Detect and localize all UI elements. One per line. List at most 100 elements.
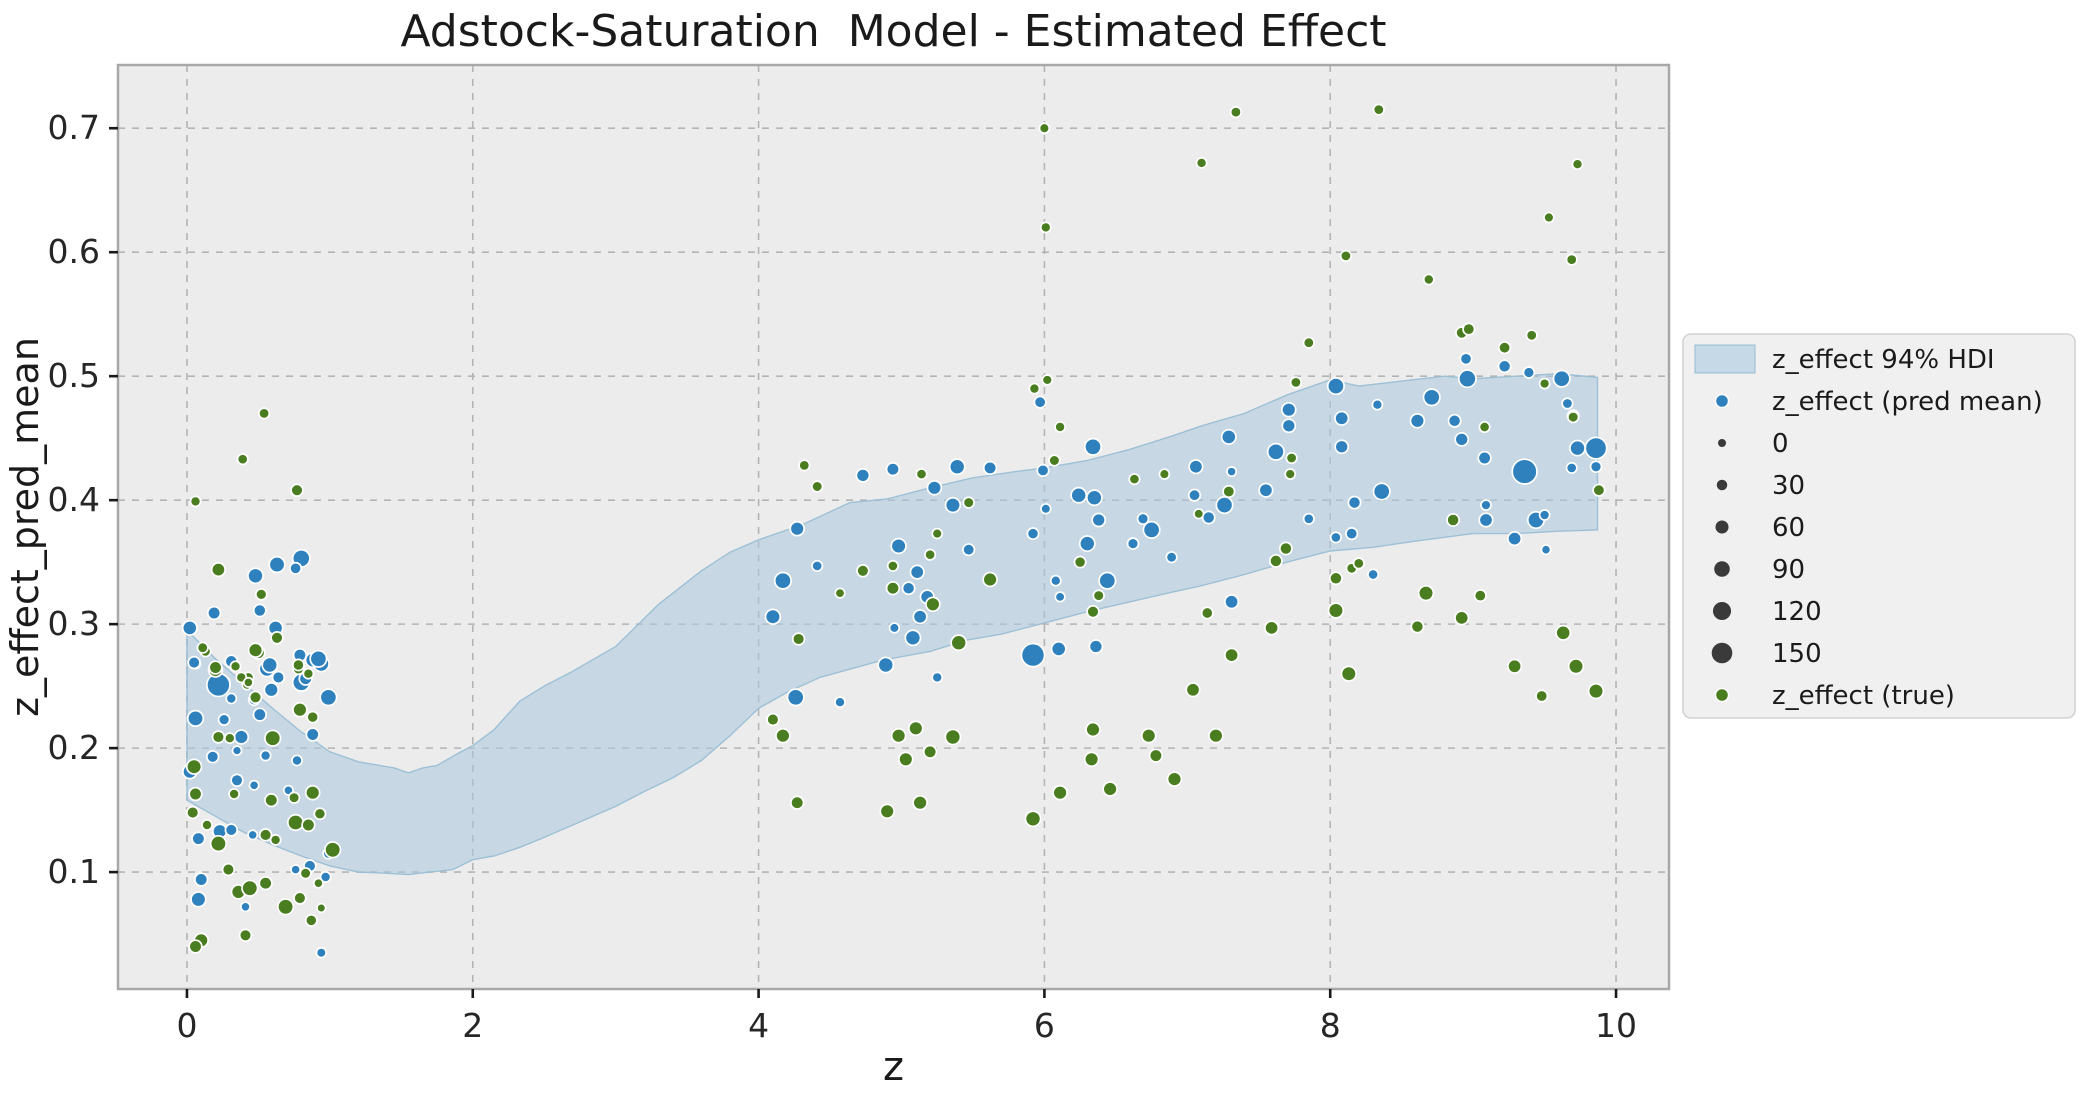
scatter-point [230,773,244,788]
scatter-point [1329,531,1342,544]
scatter-point [786,688,805,707]
scatter-point [225,692,238,705]
scatter-point [261,656,279,674]
scatter-point [309,649,328,668]
scatter-point [1285,451,1298,465]
scatter-point [276,898,295,916]
scatter-point [890,537,907,555]
scatter-point [270,631,284,645]
scatter-point [315,947,327,959]
scatter-point [789,520,805,537]
scatter-point [1128,473,1141,486]
scatter-point [1083,437,1103,456]
scatter-point [1024,810,1042,828]
scatter-point [1459,352,1473,366]
scatter-point [1020,642,1046,668]
scatter-point [1215,496,1234,515]
scatter-point [1052,784,1068,801]
scatter-point [856,564,870,578]
scatter-point [1352,557,1365,570]
scatter-point [1409,413,1426,429]
scatter-point [1088,639,1104,654]
scatter-point [258,828,273,842]
scatter-point [1136,512,1150,526]
scatter-point [962,496,975,509]
legend-item-label: 90 [1772,555,1805,585]
scatter-point [211,730,226,744]
scatter-point [238,928,253,943]
scatter-point [1148,748,1164,763]
scatter-point [1208,727,1224,744]
scatter-point [258,876,273,891]
y-tick-label: 0.1 [48,852,100,891]
legend-size-dot [1718,439,1726,447]
scatter-point [252,707,267,722]
scatter-point [1036,463,1050,478]
scatter-point [1166,771,1183,787]
scatter-point [1165,551,1178,564]
scatter-point [1567,658,1585,675]
scatter-point [1334,439,1350,455]
scatter-point [912,609,928,625]
scatter-point [190,891,207,908]
scatter-point [1281,401,1297,418]
scatter-point [306,710,320,724]
scatter-point [290,864,302,876]
scatter-point [962,543,976,557]
x-tick-label: 6 [1034,1006,1055,1045]
scatter-point [1187,488,1202,502]
scatter-point [1371,398,1384,411]
scatter-point [1302,336,1315,349]
scatter-point [1229,105,1243,119]
y-tick-label: 0.4 [48,480,100,519]
scatter-point [855,468,871,483]
scatter-point [1102,781,1118,797]
scatter-point [289,561,303,575]
scatter-point [1507,658,1523,674]
legend-item-label: 150 [1772,639,1822,669]
scatter-point [1454,610,1470,626]
scatter-point [888,622,901,634]
scatter-point [950,634,968,652]
scatter-point [1188,459,1204,475]
legend-item-label: 0 [1772,429,1789,459]
scatter-point [299,867,312,880]
scatter-point [1142,520,1161,539]
y-tick-label: 0.6 [48,232,100,271]
scatter-point [1587,682,1605,700]
legend-item-label: z_effect 94% HDI [1772,345,1995,375]
x-tick-label: 10 [1595,1006,1637,1045]
scatter-point [1258,482,1274,498]
scatter-point [186,709,205,728]
scatter-point [811,559,824,572]
scatter-point [1026,527,1040,541]
scatter-point [1462,322,1476,336]
scatter-point [1327,602,1345,619]
scatter-point [304,913,318,927]
scatter-point [1422,388,1441,407]
scatter-point [1268,553,1283,568]
scatter-point [926,480,943,496]
scatter-point [1041,374,1054,386]
chart-title: Adstock-Saturation Model - Estimated Eff… [400,6,1386,57]
scatter-point [1054,591,1066,603]
scatter-point [834,696,846,709]
scatter-point [1584,436,1608,460]
scatter-point [798,459,811,472]
scatter-point [931,671,944,684]
scatter-point [1328,571,1343,586]
scatter-point [302,667,315,680]
legend-item-label: 60 [1772,513,1805,543]
scatter-point [890,727,907,744]
scatter-point [248,779,260,791]
series-true [185,103,1606,954]
scatter-point [1367,568,1380,581]
scatter-point [231,745,243,756]
scatter-point [1540,544,1552,556]
scatter-point [1092,589,1105,602]
scatter-point [1571,158,1584,171]
scatter-point [1497,341,1512,355]
scatter-point [915,468,928,481]
scatter-point [185,805,200,820]
scatter-point [241,879,259,897]
